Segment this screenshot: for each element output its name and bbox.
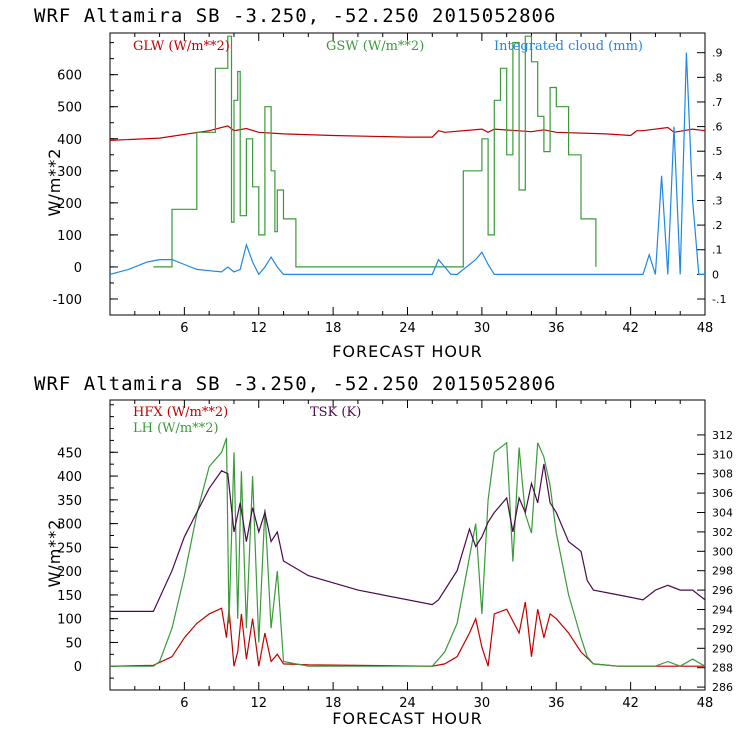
- legend-entry-hfx: HFX (W/m**2): [133, 405, 228, 420]
- legend-entry-gsw: GSW (W/m**2): [326, 39, 424, 54]
- x-tick-label: 30: [474, 321, 491, 336]
- legend-entry-integrated: Integrated cloud (mm): [494, 39, 643, 54]
- legend-entry-tsk: TSK (K): [310, 405, 361, 420]
- x-axis-label: FORECAST HOUR: [332, 342, 483, 361]
- right-y-tick-label: 286: [712, 681, 733, 694]
- plot-frame: [109, 399, 706, 691]
- right-y-tick-label: 292: [712, 623, 733, 636]
- legend-entry-lh: LH (W/m**2): [133, 421, 219, 436]
- right-y-tick-label: .7: [712, 96, 723, 109]
- right-y-tick-label: 300: [712, 545, 733, 558]
- right-y-tick-label: 310: [712, 448, 733, 461]
- x-tick-label: 6: [180, 696, 188, 711]
- y-tick-label: 250: [57, 541, 82, 556]
- y-tick-label: 500: [57, 101, 82, 116]
- series-line-hfx: [110, 601, 705, 667]
- right-y-tick-label: .2: [712, 219, 723, 232]
- chart-panel-2: [109, 399, 706, 691]
- y-tick-label: 200: [57, 565, 82, 580]
- right-y-tick-label: 288: [712, 662, 733, 675]
- right-y-tick-label: 294: [712, 603, 733, 616]
- x-tick-label: 36: [548, 321, 565, 336]
- y-tick-label: 200: [57, 197, 82, 212]
- y-axis-label: W/m**2: [45, 519, 64, 588]
- right-y-tick-label: 296: [712, 584, 733, 597]
- series-line-lh: [110, 437, 705, 667]
- series-line-gsw: [153, 35, 597, 268]
- chart-title: WRF Altamira SB -3.250, -52.250 20150528…: [34, 373, 556, 395]
- x-tick-label: 18: [325, 696, 342, 711]
- y-tick-label: 600: [57, 69, 82, 84]
- y-tick-label: 100: [57, 613, 82, 628]
- y-tick-label: 100: [57, 229, 82, 244]
- x-tick-label: 30: [474, 696, 491, 711]
- x-tick-label: 12: [250, 321, 267, 336]
- y-tick-label: 300: [57, 165, 82, 180]
- legend-entry-glw: GLW (W/m**2): [133, 39, 230, 54]
- y-tick-label: 150: [57, 589, 82, 604]
- right-y-tick-label: .6: [712, 121, 723, 134]
- right-y-tick-label: .9: [712, 47, 723, 60]
- y-tick-label: 300: [57, 518, 82, 533]
- chart-panel-1: [109, 32, 706, 316]
- plot-frame: [109, 32, 706, 316]
- y-tick-label: 400: [57, 133, 82, 148]
- x-tick-label: 48: [697, 321, 714, 336]
- x-tick-label: 48: [697, 696, 714, 711]
- x-axis-label: FORECAST HOUR: [332, 709, 483, 728]
- right-y-tick-label: .5: [712, 145, 723, 158]
- y-axis-label: W/m**2: [45, 148, 64, 217]
- y-tick-label: 0: [74, 261, 82, 276]
- x-tick-label: 42: [622, 321, 639, 336]
- y-tick-label: 0: [74, 660, 82, 675]
- right-y-tick-label: -.1: [712, 293, 726, 306]
- right-y-tick-label: 308: [712, 468, 733, 481]
- series-line-tsk: [110, 463, 705, 612]
- chart-title: WRF Altamira SB -3.250, -52.250 20150528…: [34, 5, 556, 27]
- x-tick-label: 12: [250, 696, 267, 711]
- right-y-tick-label: 306: [712, 487, 733, 500]
- y-tick-label: 50: [65, 636, 82, 651]
- x-tick-label: 36: [548, 696, 565, 711]
- x-tick-label: 42: [622, 696, 639, 711]
- x-tick-label: 18: [325, 321, 342, 336]
- right-y-tick-label: .1: [712, 244, 723, 257]
- y-tick-label: 400: [57, 470, 82, 485]
- right-y-tick-label: .4: [712, 170, 723, 183]
- y-tick-label: 450: [57, 446, 82, 461]
- right-y-tick-label: 304: [712, 507, 733, 520]
- y-tick-label: 350: [57, 494, 82, 509]
- y-tick-label: -100: [52, 293, 82, 308]
- right-y-tick-label: 312: [712, 429, 733, 442]
- x-tick-label: 24: [399, 696, 416, 711]
- right-y-tick-label: 302: [712, 526, 733, 539]
- series-line-glw: [110, 125, 705, 141]
- right-y-tick-label: 290: [712, 642, 733, 655]
- right-y-tick-label: .8: [712, 71, 723, 84]
- x-tick-label: 24: [399, 321, 416, 336]
- right-y-tick-label: 298: [712, 565, 733, 578]
- x-tick-label: 6: [180, 321, 188, 336]
- series-line-integrated: [110, 52, 705, 276]
- right-y-tick-label: .3: [712, 194, 723, 207]
- right-y-tick-label: 0: [712, 268, 719, 281]
